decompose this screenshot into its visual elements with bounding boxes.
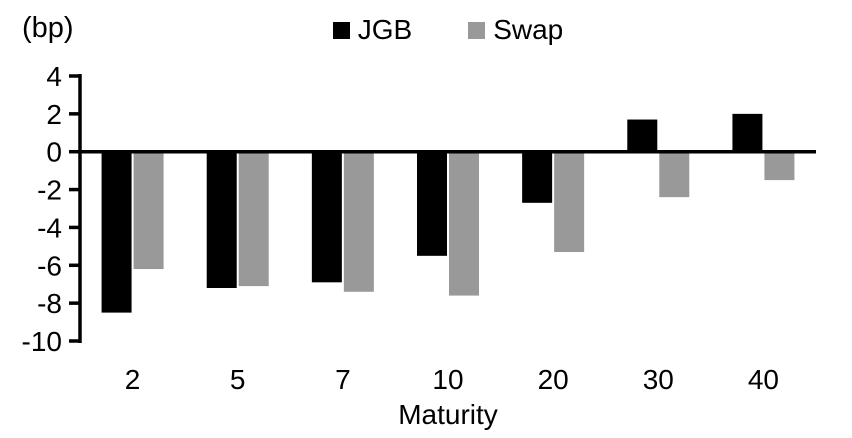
y-tick-label: 0 bbox=[46, 137, 62, 168]
bar-jgb-20 bbox=[522, 151, 553, 203]
bar-swap-2 bbox=[133, 151, 164, 270]
y-tick-label: -4 bbox=[37, 212, 62, 243]
y-tick-label: -8 bbox=[37, 288, 62, 319]
bar-swap-7 bbox=[343, 151, 374, 292]
x-tick-label: 10 bbox=[432, 364, 463, 395]
legend: JGB Swap bbox=[80, 16, 816, 44]
x-tick-label: 30 bbox=[643, 364, 674, 395]
y-tick-label: -10 bbox=[22, 326, 62, 357]
x-axis-title: Maturity bbox=[398, 399, 498, 430]
bar-jgb-5 bbox=[206, 151, 237, 288]
x-tick-label: 20 bbox=[538, 364, 569, 395]
legend-label-swap: Swap bbox=[493, 14, 564, 45]
y-tick-label: -2 bbox=[37, 175, 62, 206]
x-tick-label: 7 bbox=[335, 364, 351, 395]
legend-swatch-swap bbox=[468, 21, 486, 39]
y-tick-label: -6 bbox=[37, 250, 62, 281]
x-tick-label: 5 bbox=[230, 364, 246, 395]
y-axis-unit-label: (bp) bbox=[22, 12, 74, 44]
bar-swap-10 bbox=[449, 151, 479, 296]
legend-item-jgb: JGB bbox=[332, 14, 413, 45]
bar-jgb-7 bbox=[311, 151, 342, 283]
bar-jgb-40 bbox=[732, 113, 763, 152]
bar-jgb-2 bbox=[101, 151, 132, 313]
x-tick-label: 2 bbox=[125, 364, 141, 395]
bar-swap-5 bbox=[238, 151, 269, 287]
bar-swap-20 bbox=[554, 151, 585, 253]
y-tick-label: 4 bbox=[46, 61, 62, 92]
y-tick-label: 2 bbox=[46, 99, 62, 130]
bar-jgb-10 bbox=[417, 151, 447, 256]
x-tick-label: 40 bbox=[748, 364, 779, 395]
legend-swatch-jgb bbox=[332, 21, 350, 39]
bar-swap-40 bbox=[764, 151, 795, 181]
legend-item-swap: Swap bbox=[468, 16, 563, 44]
bar-swap-30 bbox=[659, 151, 690, 198]
bar-jgb-30 bbox=[627, 119, 658, 152]
legend-label-jgb: JGB bbox=[357, 14, 413, 45]
